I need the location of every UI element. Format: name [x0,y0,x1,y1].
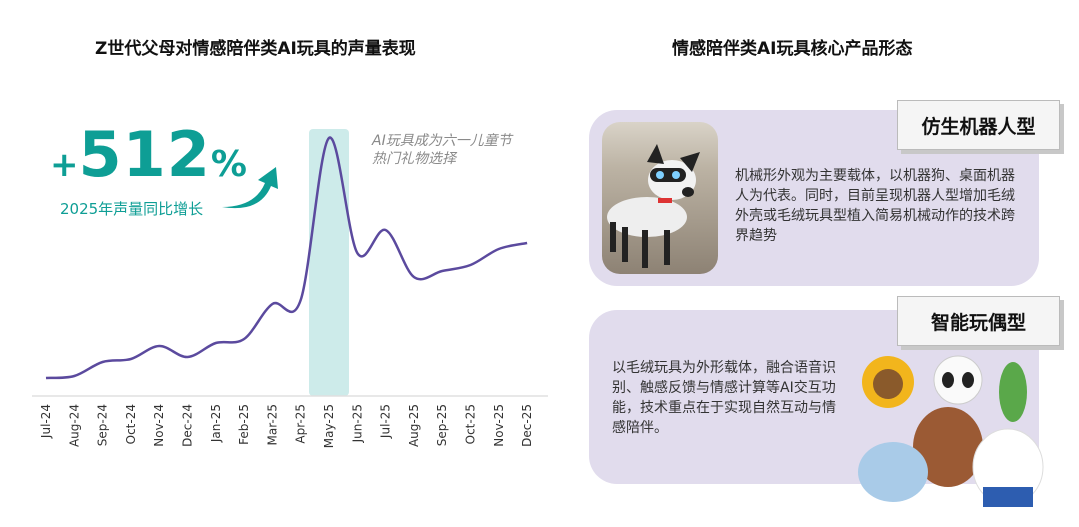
x-tick-label: May-25 [322,404,336,448]
left-title: Z世代父母对情感陪伴类AI玩具的声量表现 [95,39,416,59]
x-tick-label: Aug-24 [67,404,81,447]
x-tick-label: Nov-25 [492,404,506,447]
x-tick-label: Jul-25 [379,404,393,439]
growth-figure: + 512 % [50,118,247,191]
series-line [45,136,528,380]
x-tick-label: Jun-25 [350,404,364,443]
x-tick-label: Jul-24 [39,404,53,439]
tag-bionic-robot: 仿生机器人型 [897,100,1060,150]
chart-annotation: AI玩具成为六一儿童节热门礼物选择 [372,133,512,167]
x-tick-label: Dec-24 [181,404,195,447]
x-tick-label: Sep-25 [435,404,449,446]
plush-toys-photo [848,352,1070,510]
desc-bionic-robot: 机械形外观为主要载体，以机器狗、桌面机器人为代表。同时，目前呈现机器人型增加毛绒… [735,168,1015,244]
growth-value: 512 [78,118,211,191]
x-tick-label: Jan-25 [209,404,223,443]
growth-percent: % [210,144,247,185]
volume-line-chart: Jul-24 Aug-24 Sep-24 Oct-24 Nov-24 Dec-24 Jan-… [32,129,548,448]
x-tick-label: Aug-25 [407,404,421,447]
x-tick-label: Oct-25 [464,404,478,444]
x-tick-label: Oct-24 [124,404,138,444]
x-tick-label: Nov-24 [152,404,166,447]
x-tick-label: Feb-25 [237,404,251,445]
curved-arrow-icon [222,167,278,209]
growth-label: 2025年声量同比增长 [60,200,204,218]
highlight-band [309,129,349,396]
x-tick-label: Apr-25 [294,404,308,444]
right-title: 情感陪伴类AI玩具核心产品形态 [672,39,913,59]
growth-plus: + [50,145,79,185]
x-tick-label: Mar-25 [265,404,279,445]
tag-smart-doll: 智能玩偶型 [897,296,1060,346]
desc-smart-doll: 以毛绒玩具为外形载体，融合语音识别、触感反馈与情感计算等AI交互功能，技术重点在… [612,360,836,436]
x-tick-label: Dec-25 [520,404,534,447]
robot-dog-photo [602,122,718,274]
x-tick-label: Sep-24 [96,404,110,446]
